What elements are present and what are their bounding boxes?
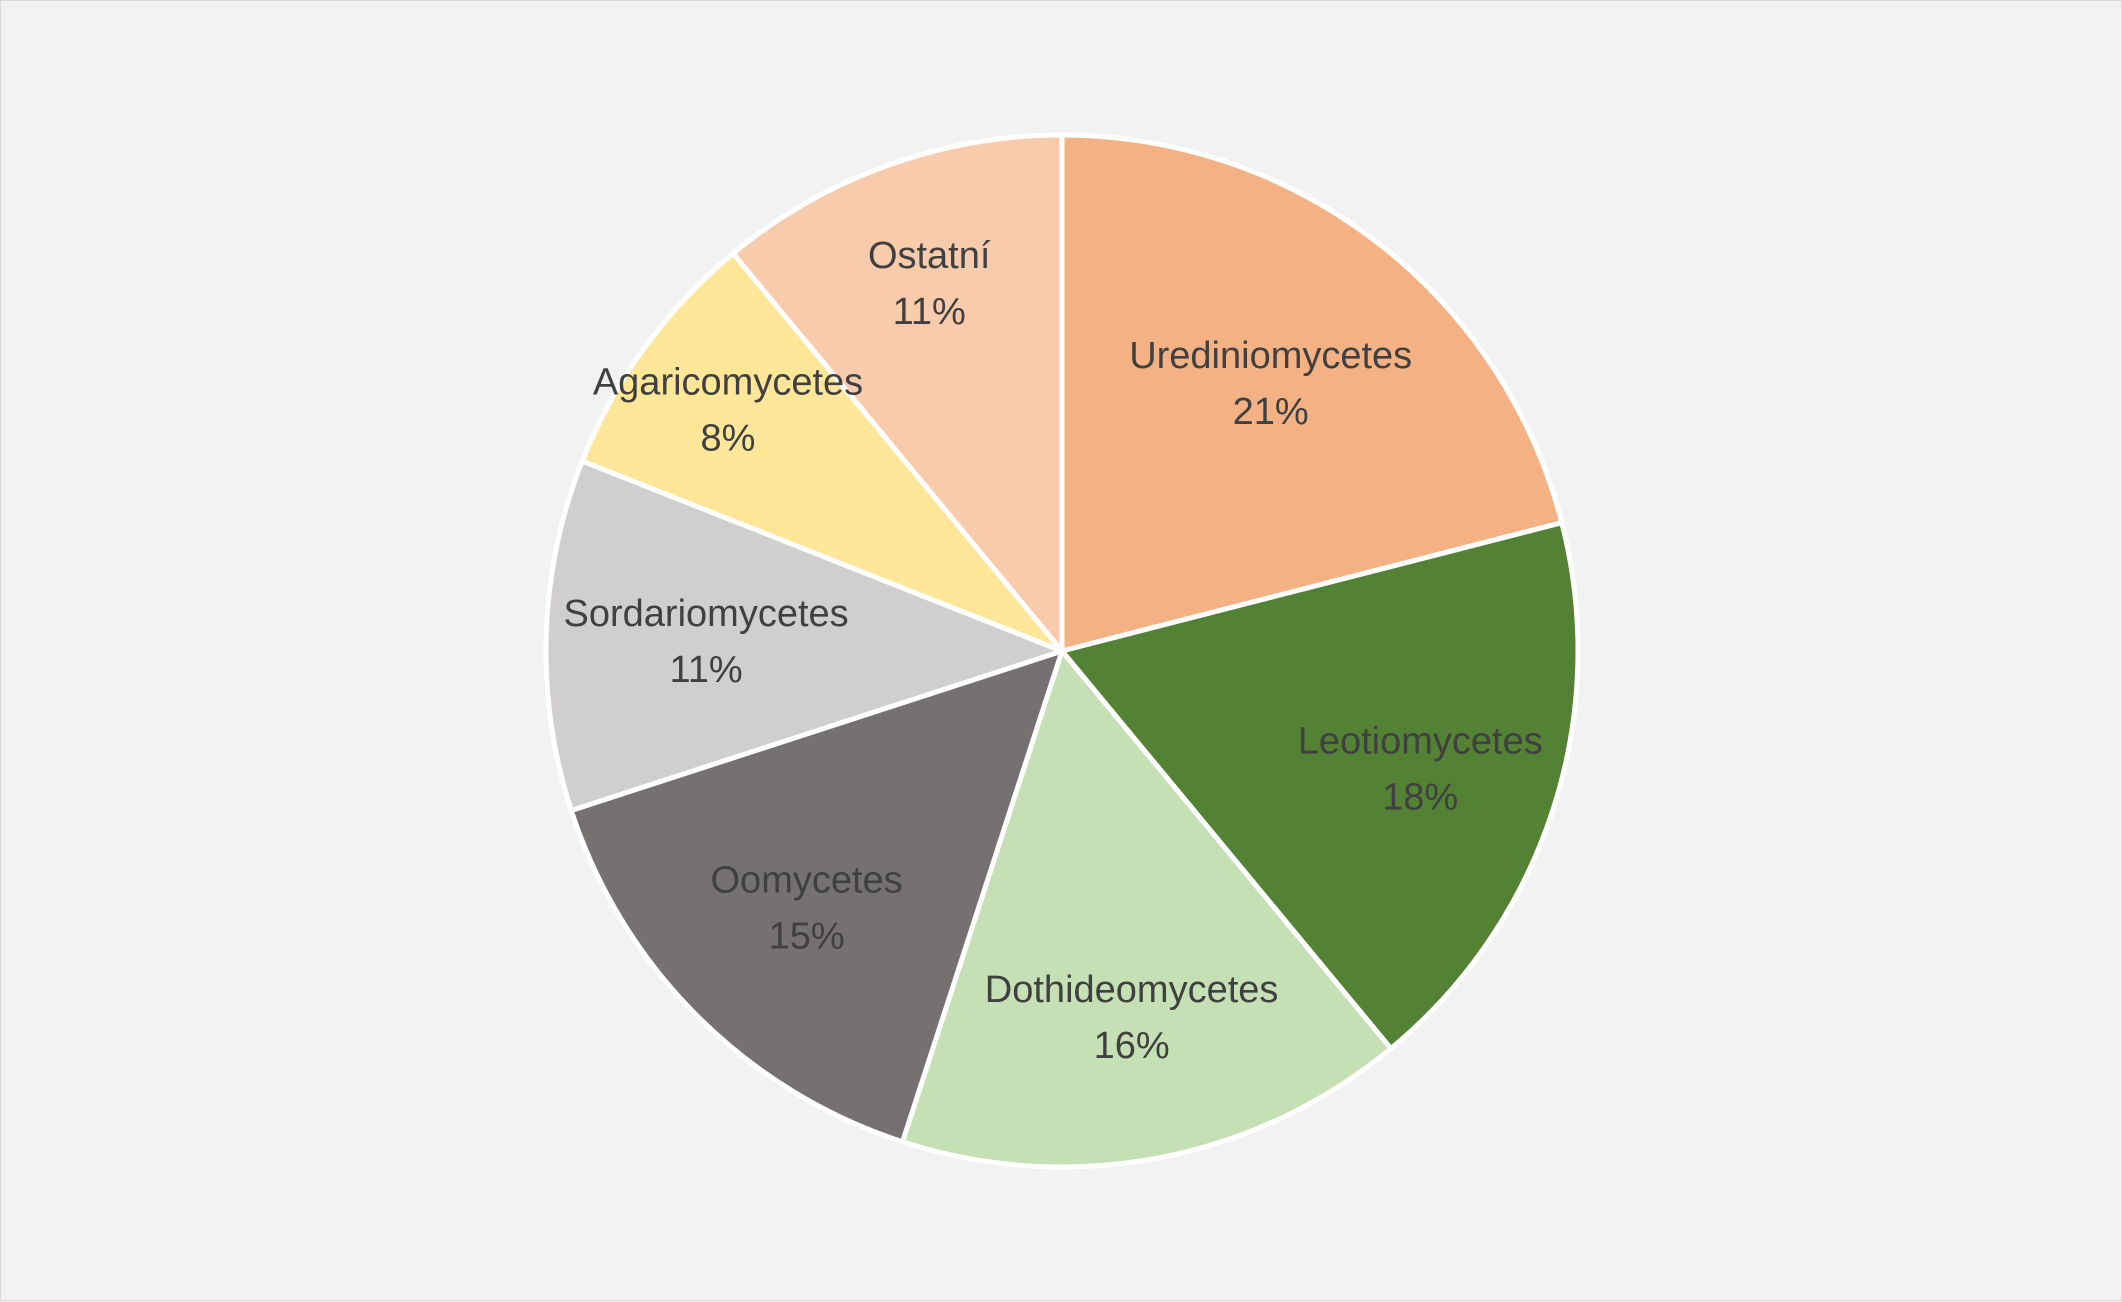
pie-slice-leotiomycetes: [1059, 520, 1581, 1052]
data-label-percent-oomycetes: 15%: [769, 915, 845, 957]
pie-slice-dothideomycetes: [900, 648, 1394, 1170]
data-label-percent-sordariomycetes: 11%: [669, 649, 742, 691]
data-label-percent-leotiomycetes: 18%: [1382, 776, 1458, 818]
data-label-name-dothideomycetes: Dothideomycetes: [985, 969, 1279, 1011]
data-label-name-urediniomycetes: Urediniomycetes: [1129, 335, 1412, 377]
data-label-percent-ostatni: 11%: [893, 291, 966, 333]
data-label-name-agaricomycetes: Agaricomycetes: [593, 361, 863, 403]
pie-slice-agaricomycetes: [579, 250, 1065, 654]
data-label-name-leotiomycetes: Leotiomycetes: [1298, 720, 1543, 762]
pie-slice-urediniomycetes: [1059, 132, 1565, 654]
data-label-percent-dothideomycetes: 16%: [1094, 1025, 1170, 1067]
pie-slice-oomycetes: [568, 648, 1065, 1145]
data-label-percent-agaricomycetes: 8%: [701, 417, 756, 459]
data-label-name-oomycetes: Oomycetes: [711, 859, 903, 901]
data-label-percent-urediniomycetes: 21%: [1233, 391, 1309, 433]
data-label-name-sordariomycetes: Sordariomycetes: [564, 593, 849, 635]
pie-slice-ostatni: [730, 132, 1065, 654]
pie-slices: [543, 132, 1581, 1170]
pie-slice-sordariomycetes: [543, 458, 1065, 813]
data-labels: Urediniomycetes 21% Leotiomycetes 18% Dothid…: [564, 235, 1543, 1067]
data-label-name-ostatni: Ostatní: [868, 235, 991, 277]
